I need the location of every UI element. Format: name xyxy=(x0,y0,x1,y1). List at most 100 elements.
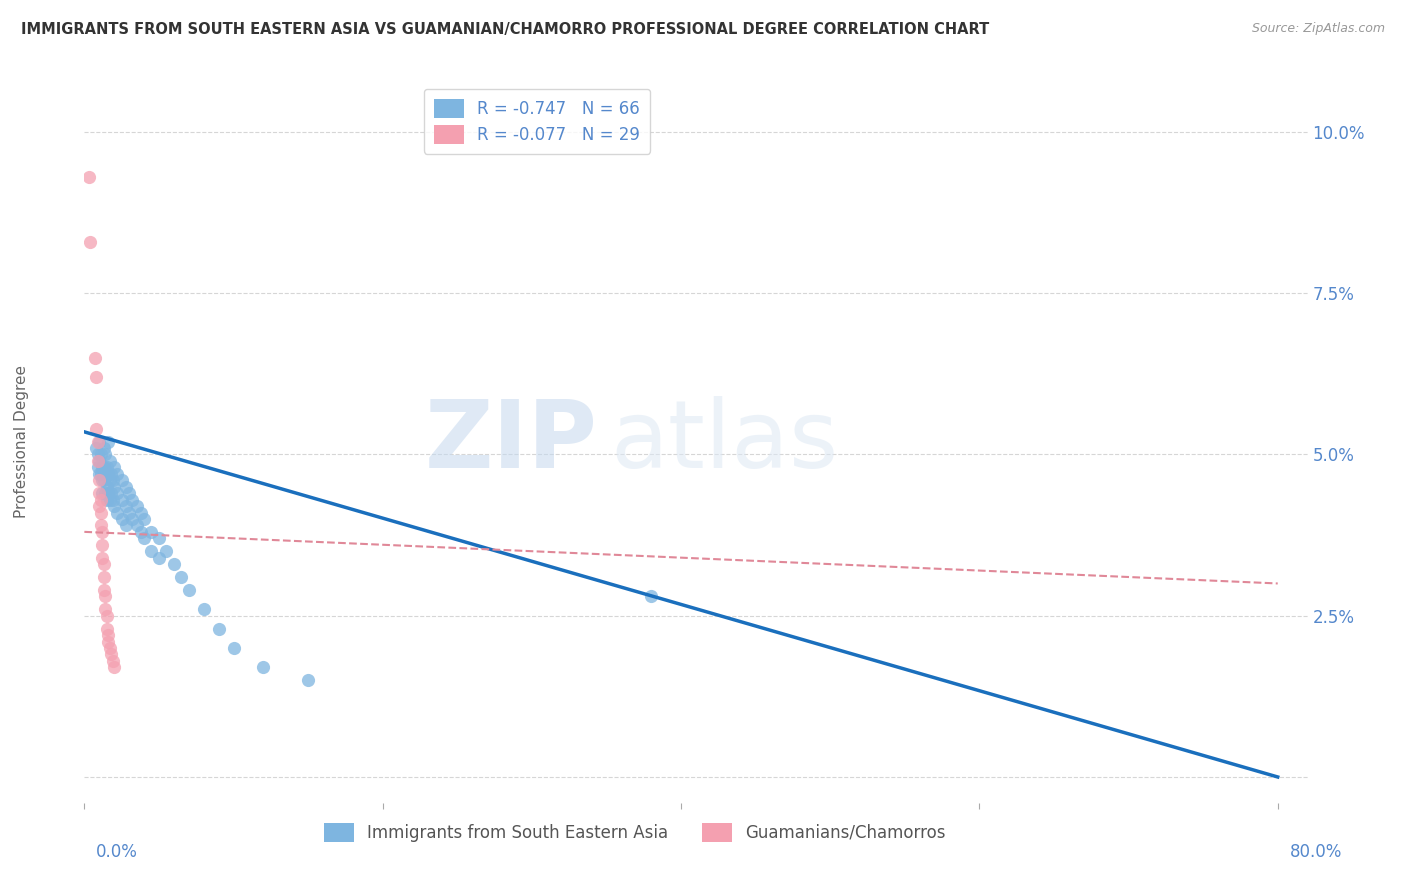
Point xyxy=(105,506,128,520)
Point xyxy=(115,499,138,513)
Point xyxy=(91,538,114,552)
Point xyxy=(87,434,110,449)
Point xyxy=(91,486,114,500)
Y-axis label: Professional Degree: Professional Degree xyxy=(14,365,28,518)
Point xyxy=(97,634,120,648)
Text: ZIP: ZIP xyxy=(425,395,598,488)
Point xyxy=(101,473,124,487)
Point xyxy=(91,473,114,487)
Point xyxy=(89,486,111,500)
Point xyxy=(84,370,107,384)
Point xyxy=(83,351,105,365)
Point xyxy=(121,512,143,526)
Point xyxy=(193,602,215,616)
Point xyxy=(132,512,155,526)
Point xyxy=(89,434,111,449)
Point xyxy=(84,422,107,436)
Point xyxy=(103,480,125,494)
Point xyxy=(100,486,122,500)
Point xyxy=(77,169,100,184)
Point xyxy=(141,544,163,558)
Point xyxy=(96,460,118,475)
Point xyxy=(101,492,124,507)
Point xyxy=(115,480,138,494)
Point xyxy=(97,486,120,500)
Point xyxy=(170,570,193,584)
Point xyxy=(96,622,118,636)
Point xyxy=(177,582,200,597)
Point xyxy=(94,602,117,616)
Point xyxy=(148,531,170,545)
Point xyxy=(115,518,138,533)
Point xyxy=(640,590,662,604)
Point xyxy=(89,499,111,513)
Point xyxy=(125,499,148,513)
Point xyxy=(94,467,117,481)
Point xyxy=(111,512,134,526)
Point xyxy=(207,622,229,636)
Point xyxy=(93,473,115,487)
Legend: Immigrants from South Eastern Asia, Guamanians/Chamorros: Immigrants from South Eastern Asia, Guam… xyxy=(318,816,952,848)
Point xyxy=(90,467,112,481)
Point xyxy=(101,654,124,668)
Point xyxy=(91,460,114,475)
Point xyxy=(94,447,117,461)
Point xyxy=(90,518,112,533)
Point xyxy=(222,640,245,655)
Text: Source: ZipAtlas.com: Source: ZipAtlas.com xyxy=(1251,22,1385,36)
Point xyxy=(94,486,117,500)
Point xyxy=(90,447,112,461)
Point xyxy=(93,557,115,571)
Point xyxy=(89,473,111,487)
Point xyxy=(118,506,141,520)
Point xyxy=(97,434,120,449)
Point xyxy=(91,524,114,539)
Text: 80.0%: 80.0% xyxy=(1291,843,1343,861)
Point xyxy=(141,524,163,539)
Point xyxy=(90,492,112,507)
Point xyxy=(297,673,319,688)
Point xyxy=(132,531,155,545)
Point xyxy=(98,454,121,468)
Point xyxy=(103,660,125,674)
Point xyxy=(98,473,121,487)
Point xyxy=(96,608,118,623)
Point xyxy=(100,648,122,662)
Point xyxy=(105,486,128,500)
Point xyxy=(105,467,128,481)
Point xyxy=(87,447,110,461)
Point xyxy=(163,557,186,571)
Point xyxy=(91,550,114,565)
Text: IMMIGRANTS FROM SOUTH EASTERN ASIA VS GUAMANIAN/CHAMORRO PROFESSIONAL DEGREE COR: IMMIGRANTS FROM SOUTH EASTERN ASIA VS GU… xyxy=(21,22,990,37)
Point xyxy=(93,460,115,475)
Point xyxy=(111,473,134,487)
Point xyxy=(96,480,118,494)
Text: 0.0%: 0.0% xyxy=(96,843,138,861)
Point xyxy=(87,460,110,475)
Point xyxy=(93,582,115,597)
Point xyxy=(252,660,274,674)
Point xyxy=(89,467,111,481)
Point xyxy=(93,570,115,584)
Point xyxy=(111,492,134,507)
Point xyxy=(155,544,177,558)
Point xyxy=(125,518,148,533)
Point xyxy=(96,492,118,507)
Point xyxy=(103,499,125,513)
Text: atlas: atlas xyxy=(610,395,838,488)
Point xyxy=(129,506,152,520)
Point xyxy=(118,486,141,500)
Point xyxy=(98,492,121,507)
Point xyxy=(97,628,120,642)
Point xyxy=(98,640,121,655)
Point xyxy=(87,454,110,468)
Point xyxy=(94,590,117,604)
Point xyxy=(148,550,170,565)
Point xyxy=(79,235,101,249)
Point xyxy=(129,524,152,539)
Point xyxy=(93,441,115,455)
Point xyxy=(97,467,120,481)
Point xyxy=(100,467,122,481)
Point xyxy=(84,441,107,455)
Point xyxy=(89,454,111,468)
